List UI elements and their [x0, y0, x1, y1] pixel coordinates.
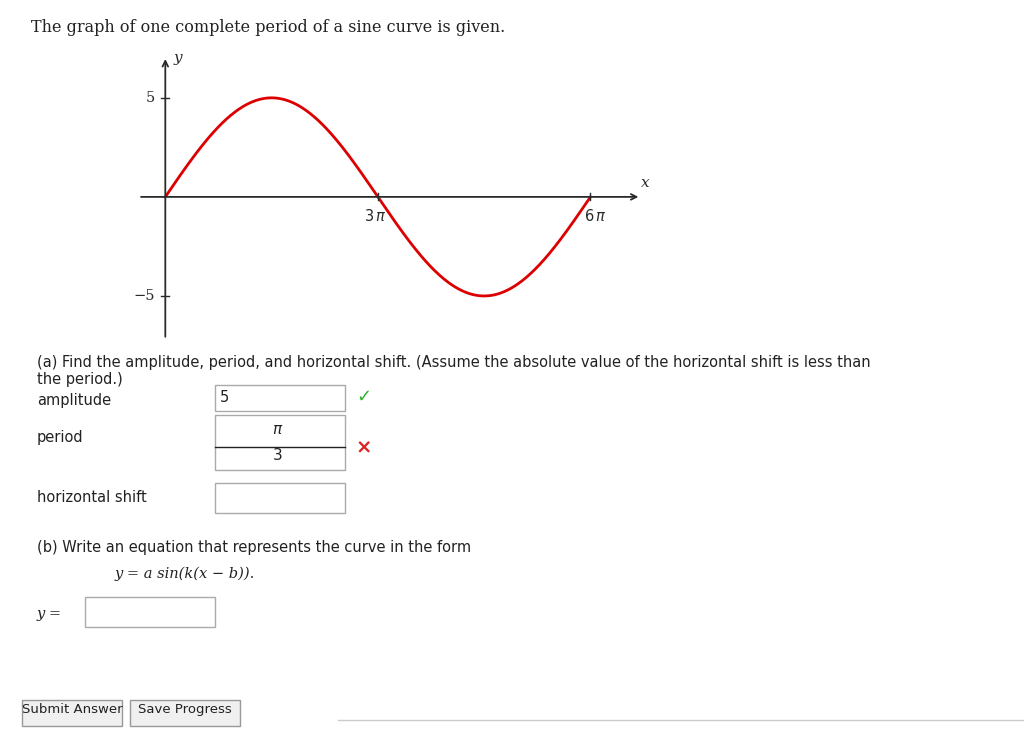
Text: (a) Find the amplitude, period, and horizontal shift. (Assume the absolute value: (a) Find the amplitude, period, and hori…: [37, 355, 870, 370]
Text: Save Progress: Save Progress: [138, 703, 231, 716]
Text: (b) Write an equation that represents the curve in the form: (b) Write an equation that represents th…: [37, 540, 471, 555]
Text: period: period: [37, 430, 84, 445]
Text: 3: 3: [273, 448, 283, 463]
Text: ×: ×: [356, 438, 373, 457]
Text: $\pi$: $\pi$: [272, 422, 284, 437]
Text: $6\,\pi$: $6\,\pi$: [584, 208, 606, 224]
Text: −5: −5: [134, 289, 156, 303]
Text: The graph of one complete period of a sine curve is given.: The graph of one complete period of a si…: [31, 19, 505, 36]
Text: the period.): the period.): [37, 372, 123, 387]
Text: y =: y =: [37, 607, 62, 621]
Text: y = a sin(k(x − b)).: y = a sin(k(x − b)).: [115, 567, 255, 581]
Text: ✓: ✓: [356, 388, 371, 406]
Text: x: x: [641, 176, 650, 190]
Text: $3\,\pi$: $3\,\pi$: [365, 208, 387, 224]
Text: y: y: [173, 51, 182, 65]
Text: Submit Answer: Submit Answer: [22, 703, 122, 716]
Text: amplitude: amplitude: [37, 393, 112, 408]
Text: 5: 5: [220, 390, 229, 405]
Text: 5: 5: [145, 91, 156, 105]
Text: horizontal shift: horizontal shift: [37, 490, 146, 505]
